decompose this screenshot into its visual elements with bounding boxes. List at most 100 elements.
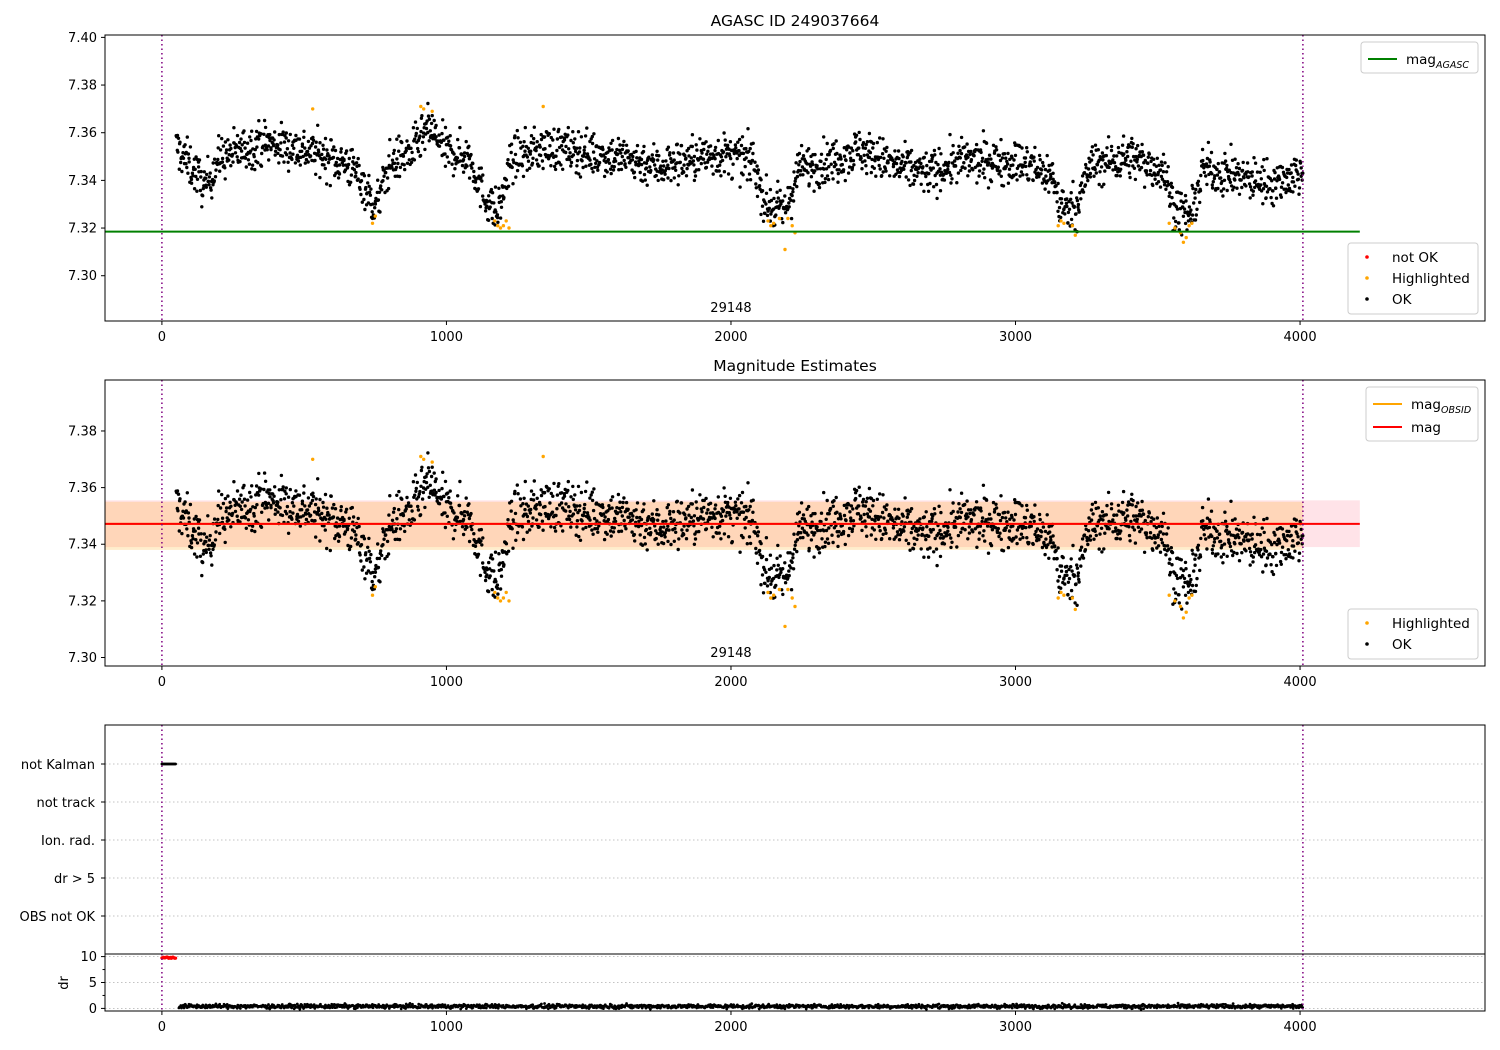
ok-point xyxy=(701,517,706,521)
ok-point xyxy=(845,506,849,510)
ok-point xyxy=(700,151,704,155)
ok-point xyxy=(617,506,622,511)
ok-point xyxy=(1037,174,1041,178)
ok-point xyxy=(793,179,797,183)
ok-point xyxy=(268,495,272,499)
ok-point xyxy=(967,531,972,535)
ok-point xyxy=(741,173,745,177)
ok-point xyxy=(395,137,399,141)
ok-point xyxy=(1146,161,1150,165)
ok-point xyxy=(442,138,446,142)
ok-point xyxy=(1051,534,1055,538)
ok-point xyxy=(192,552,197,556)
ok-point xyxy=(595,519,599,523)
ok-point xyxy=(488,205,492,209)
ok-point xyxy=(291,152,295,156)
ok-point xyxy=(495,583,500,587)
ok-point xyxy=(686,146,691,151)
ok-point xyxy=(849,516,853,520)
ok-point xyxy=(798,159,802,164)
ok-point xyxy=(687,154,691,158)
ok-point xyxy=(884,531,888,535)
ok-point xyxy=(462,514,467,518)
ok-point xyxy=(304,517,309,522)
ok-point xyxy=(1279,550,1284,555)
ok-point xyxy=(238,146,242,151)
ok-point xyxy=(1032,155,1036,159)
ok-point xyxy=(307,504,312,508)
panel-dr-points xyxy=(160,954,1305,1011)
ok-point xyxy=(412,518,417,522)
ok-point xyxy=(675,499,679,503)
highlighted-point xyxy=(504,590,508,595)
ok-point xyxy=(827,165,831,169)
ok-point xyxy=(918,526,922,530)
ok-point xyxy=(751,151,755,156)
ok-point xyxy=(1198,189,1203,193)
ok-point xyxy=(1097,547,1101,551)
ok-point xyxy=(443,125,448,130)
ok-point xyxy=(562,138,567,142)
ok-point xyxy=(596,168,600,172)
ok-point xyxy=(373,570,378,574)
ok-point xyxy=(220,156,225,161)
ok-point xyxy=(1193,563,1197,567)
ok-point xyxy=(810,530,814,534)
ok-point xyxy=(692,524,696,528)
ok-point xyxy=(772,563,776,568)
ok-point xyxy=(480,543,484,547)
ok-point xyxy=(763,211,767,216)
ok-point xyxy=(1293,184,1297,188)
ok-point xyxy=(958,507,962,511)
ok-point xyxy=(1111,158,1115,162)
ok-point xyxy=(747,535,752,539)
ok-point xyxy=(1229,499,1233,503)
ok-point xyxy=(1144,531,1149,535)
ok-point xyxy=(1135,157,1140,162)
ok-point xyxy=(947,160,951,165)
ok-point xyxy=(1041,164,1046,168)
ok-point xyxy=(1079,197,1083,201)
ok-point xyxy=(245,498,250,502)
ok-point xyxy=(344,510,348,514)
ok-point xyxy=(329,494,333,498)
ok-point xyxy=(1010,156,1014,160)
ok-point xyxy=(460,525,465,529)
ok-point xyxy=(994,145,998,149)
ok-point xyxy=(224,506,229,510)
ok-point xyxy=(965,142,969,146)
ok-point xyxy=(243,146,247,150)
x-tick-label: 1000 xyxy=(430,330,463,345)
ok-point xyxy=(177,529,181,533)
panel-agasc-frame xyxy=(104,34,1486,322)
ok-point xyxy=(410,509,414,513)
ok-point xyxy=(479,166,483,170)
ok-point xyxy=(825,141,829,146)
ok-point xyxy=(1144,169,1149,173)
ok-point xyxy=(521,537,526,542)
ok-point xyxy=(929,530,933,534)
ok-point xyxy=(878,529,882,533)
ok-point xyxy=(928,546,932,550)
ok-point xyxy=(616,136,621,141)
ok-point xyxy=(956,533,961,538)
ok-point xyxy=(903,139,907,144)
ok-point xyxy=(823,544,827,549)
ok-point xyxy=(1255,532,1260,537)
ok-point xyxy=(1023,156,1028,160)
ok-point xyxy=(490,557,495,561)
ok-point xyxy=(341,163,345,167)
highlighted-point xyxy=(777,587,782,592)
ok-point xyxy=(406,143,411,148)
ok-point xyxy=(461,158,466,162)
ok-point xyxy=(1221,194,1225,198)
ok-point xyxy=(610,495,615,499)
ok-point xyxy=(1179,191,1184,196)
ok-point xyxy=(942,163,946,167)
ok-point xyxy=(285,153,289,157)
ok-point xyxy=(1054,548,1058,553)
ok-point xyxy=(201,552,205,556)
ok-point xyxy=(1133,541,1138,545)
ok-point xyxy=(332,145,336,149)
ok-point xyxy=(851,149,855,153)
